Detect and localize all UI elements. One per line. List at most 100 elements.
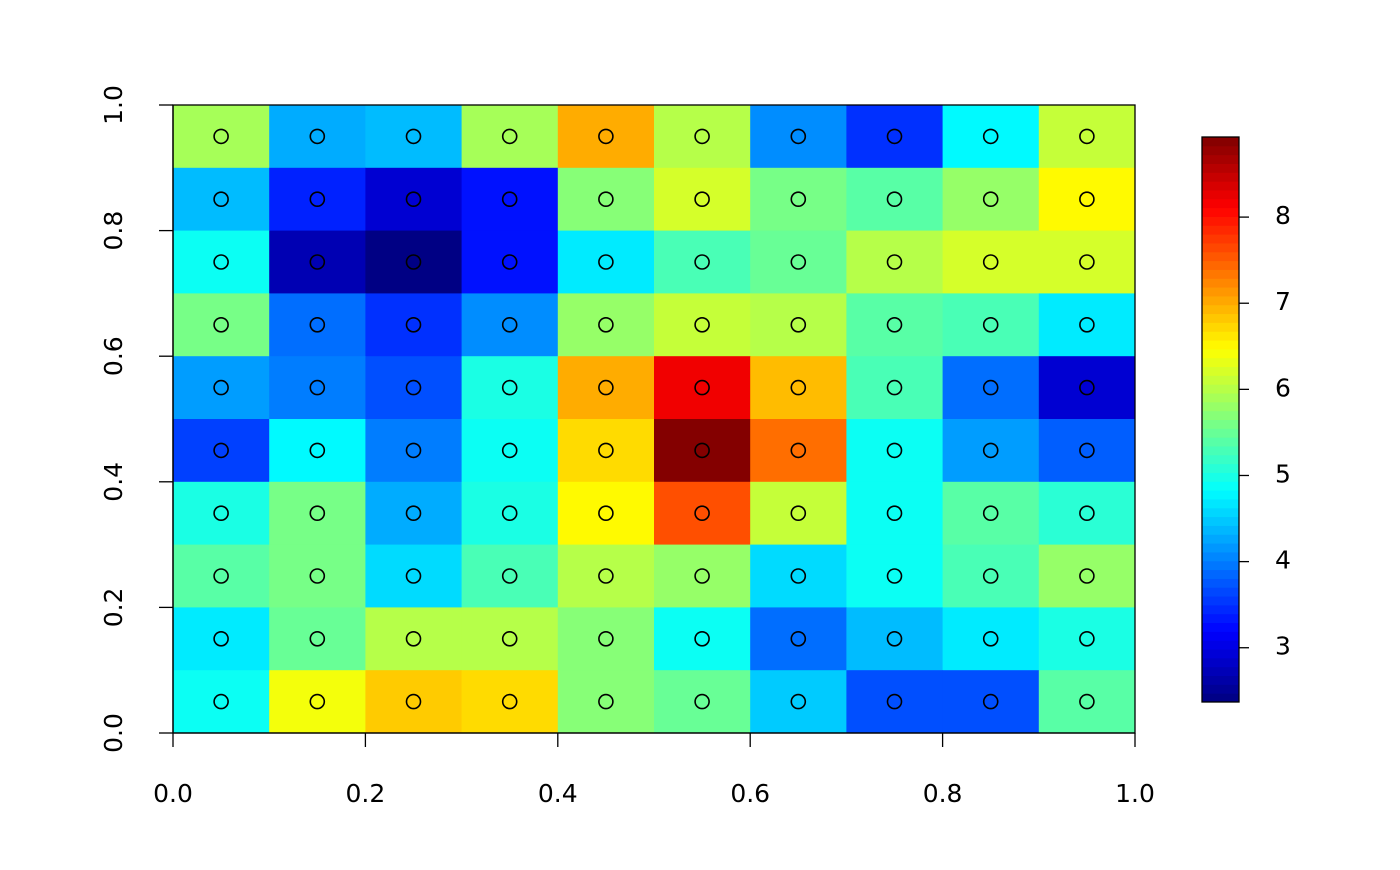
point xyxy=(1079,505,1095,522)
cell xyxy=(557,670,655,734)
x-tick-label: 0.0 xyxy=(153,779,193,808)
x-tick-label: 0.2 xyxy=(346,779,386,808)
point xyxy=(598,568,614,584)
colorbar-step xyxy=(1202,613,1239,624)
colorbar-step xyxy=(1202,251,1239,262)
cell xyxy=(846,356,944,420)
cell xyxy=(557,481,655,546)
point xyxy=(309,379,326,396)
cell xyxy=(173,105,270,169)
cell xyxy=(173,481,270,546)
point xyxy=(501,128,518,145)
x-tick-label: 0.8 xyxy=(923,779,963,808)
point xyxy=(501,505,518,522)
point xyxy=(309,316,326,333)
point xyxy=(982,442,999,459)
colorbar-step xyxy=(1202,693,1239,703)
cell xyxy=(1038,419,1136,483)
cell xyxy=(750,230,847,294)
point xyxy=(213,379,229,396)
point xyxy=(405,505,422,522)
point xyxy=(309,568,326,584)
cell xyxy=(173,230,270,294)
cell xyxy=(461,419,559,483)
cell xyxy=(654,105,751,169)
x-tick-label: 1.0 xyxy=(1115,779,1155,808)
point xyxy=(405,442,422,459)
cell xyxy=(461,293,559,357)
cell xyxy=(750,419,847,483)
cell xyxy=(1038,105,1136,169)
cell xyxy=(1038,293,1136,357)
cell xyxy=(173,167,270,232)
point xyxy=(309,254,326,270)
point xyxy=(694,693,710,710)
cell xyxy=(173,356,270,420)
point xyxy=(694,191,710,207)
colorbar-step xyxy=(1202,304,1239,315)
point xyxy=(309,693,326,710)
cell xyxy=(557,544,655,608)
point xyxy=(213,568,229,584)
point xyxy=(982,630,999,647)
point xyxy=(309,442,326,459)
colorbar-step xyxy=(1202,357,1239,368)
cell xyxy=(461,481,559,546)
cell xyxy=(942,105,1040,169)
point xyxy=(694,254,710,270)
colorbar-step xyxy=(1202,410,1239,420)
point xyxy=(790,693,807,710)
cell xyxy=(557,230,655,294)
cell xyxy=(173,419,270,483)
point xyxy=(1079,254,1095,270)
point xyxy=(694,505,710,522)
colorbar-step xyxy=(1202,322,1239,332)
point xyxy=(213,505,229,522)
colorbar-step xyxy=(1202,393,1239,403)
colorbar-step xyxy=(1202,631,1239,641)
cell xyxy=(173,607,270,671)
point xyxy=(598,128,614,145)
cell xyxy=(461,105,559,169)
cell xyxy=(557,105,655,169)
cell xyxy=(654,670,751,734)
colorbar-step xyxy=(1202,490,1239,500)
point xyxy=(501,693,518,710)
cell xyxy=(942,670,1040,734)
point xyxy=(1079,316,1095,333)
point xyxy=(694,442,710,459)
point xyxy=(1079,128,1095,145)
point xyxy=(501,316,518,333)
point xyxy=(790,630,807,647)
point xyxy=(982,505,999,522)
colorbar-step xyxy=(1202,331,1239,341)
point xyxy=(1079,568,1095,584)
cell xyxy=(654,419,751,483)
cell xyxy=(365,167,463,232)
point xyxy=(501,568,518,584)
point xyxy=(309,630,326,647)
cell xyxy=(557,167,655,232)
point xyxy=(1079,630,1095,647)
cell xyxy=(750,293,847,357)
point xyxy=(790,316,807,333)
cell xyxy=(846,105,944,169)
point xyxy=(694,379,710,396)
point xyxy=(886,568,903,584)
colorbar-step xyxy=(1202,225,1239,235)
colorbar-step xyxy=(1202,189,1239,200)
cell xyxy=(173,544,270,608)
point xyxy=(405,254,422,270)
point xyxy=(405,379,422,396)
colorbar-step xyxy=(1202,287,1239,297)
colorbar-step xyxy=(1202,516,1239,526)
point xyxy=(405,191,422,207)
colorbar-step xyxy=(1202,384,1239,394)
colorbar-step xyxy=(1202,340,1239,350)
cell xyxy=(269,419,366,483)
cell xyxy=(750,607,847,671)
point xyxy=(405,630,422,647)
cell xyxy=(557,356,655,420)
cell xyxy=(365,356,463,420)
